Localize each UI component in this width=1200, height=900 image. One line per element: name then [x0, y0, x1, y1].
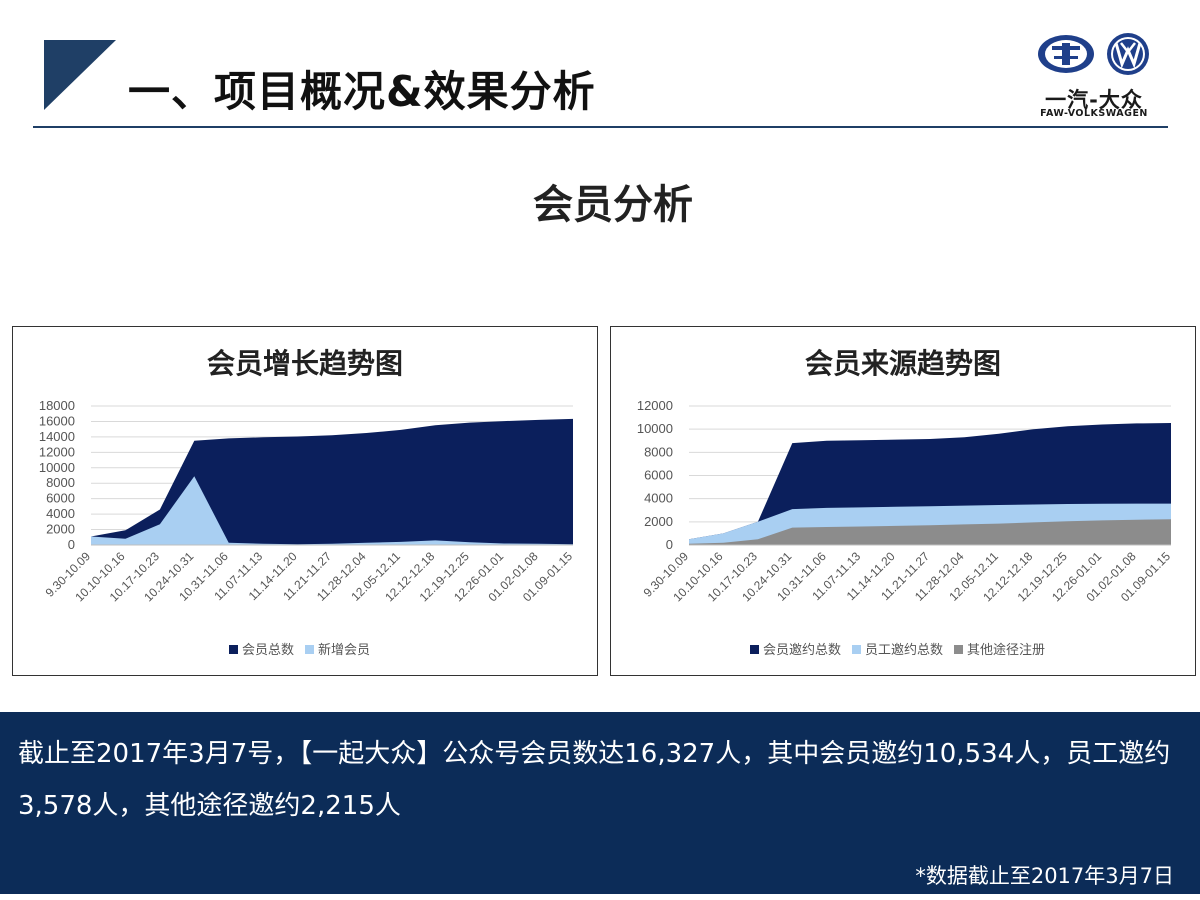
- chart-title: 会员来源趋势图: [805, 347, 1001, 380]
- y-tick-label: 10000: [39, 460, 75, 475]
- member-source-chart-panel: 会员来源趋势图 0 2000 4000 6000 8000 10000 12000 9.30-1…: [610, 326, 1196, 676]
- y-tick-label: 6000: [46, 491, 75, 506]
- y-tick-label: 2000: [46, 522, 75, 537]
- header-divider: [33, 126, 1168, 128]
- section-title: 会员分析: [533, 182, 693, 228]
- logo-text: 一汽-大众: [1045, 88, 1143, 112]
- legend-label: 会员总数: [242, 643, 294, 658]
- y-tick-label: 12000: [39, 444, 75, 459]
- legend-label: 员工邀约总数: [865, 643, 943, 658]
- legend-label: 新增会员: [318, 642, 370, 658]
- legend-swatch: [229, 645, 238, 654]
- summary-text: 截止至2017年3月7号，【一起大众】公众号会员数达16,327人，其中会员邀约…: [18, 739, 1171, 821]
- y-tick-label: 12000: [637, 398, 673, 413]
- data-footnote: *数据截止至2017年3月7日: [915, 864, 1174, 888]
- member-growth-chart: 会员增长趋势图020004000600080001000012000140001…: [39, 347, 576, 658]
- y-tick-label: 0: [68, 537, 75, 552]
- y-tick-label: 8000: [644, 444, 673, 459]
- y-tick-label: 8000: [46, 475, 75, 490]
- y-tick-label: 16000: [39, 413, 75, 428]
- header-triangle-decoration: [44, 40, 116, 110]
- area-series-新增会员: [91, 476, 573, 545]
- member-growth-chart-panel: 会员增长趋势图 0 2000 4000 6000 8000 10000 12000 14000 1…: [12, 326, 598, 676]
- summary-box: [0, 712, 1200, 894]
- area-series-其他途径注册: [689, 519, 1171, 545]
- member-source-chart: 会员来源趋势图0200040006000800010000120009.30-1…: [637, 347, 1174, 658]
- y-tick-label: 4000: [46, 506, 75, 521]
- legend-swatch: [954, 645, 963, 654]
- logo-subtext: FAW-VOLKSWAGEN: [1040, 108, 1148, 119]
- legend-label: 其他途径注册: [967, 642, 1045, 658]
- legend-swatch: [852, 645, 861, 654]
- legend-swatch: [750, 645, 759, 654]
- legend-label: 会员邀约总数: [763, 643, 841, 658]
- page-title: 一、项目概况&效果分析: [128, 67, 596, 116]
- y-tick-label: 4000: [644, 491, 673, 506]
- y-tick-label: 6000: [644, 468, 673, 483]
- y-tick-label: 14000: [39, 429, 75, 444]
- legend-swatch: [305, 645, 314, 654]
- y-tick-label: 0: [666, 537, 673, 552]
- faw-volkswagen-logo: [1038, 33, 1149, 75]
- chart-title: 会员增长趋势图: [207, 347, 403, 380]
- y-tick-label: 18000: [39, 398, 75, 413]
- y-tick-label: 10000: [637, 421, 673, 436]
- y-tick-label: 2000: [644, 514, 673, 529]
